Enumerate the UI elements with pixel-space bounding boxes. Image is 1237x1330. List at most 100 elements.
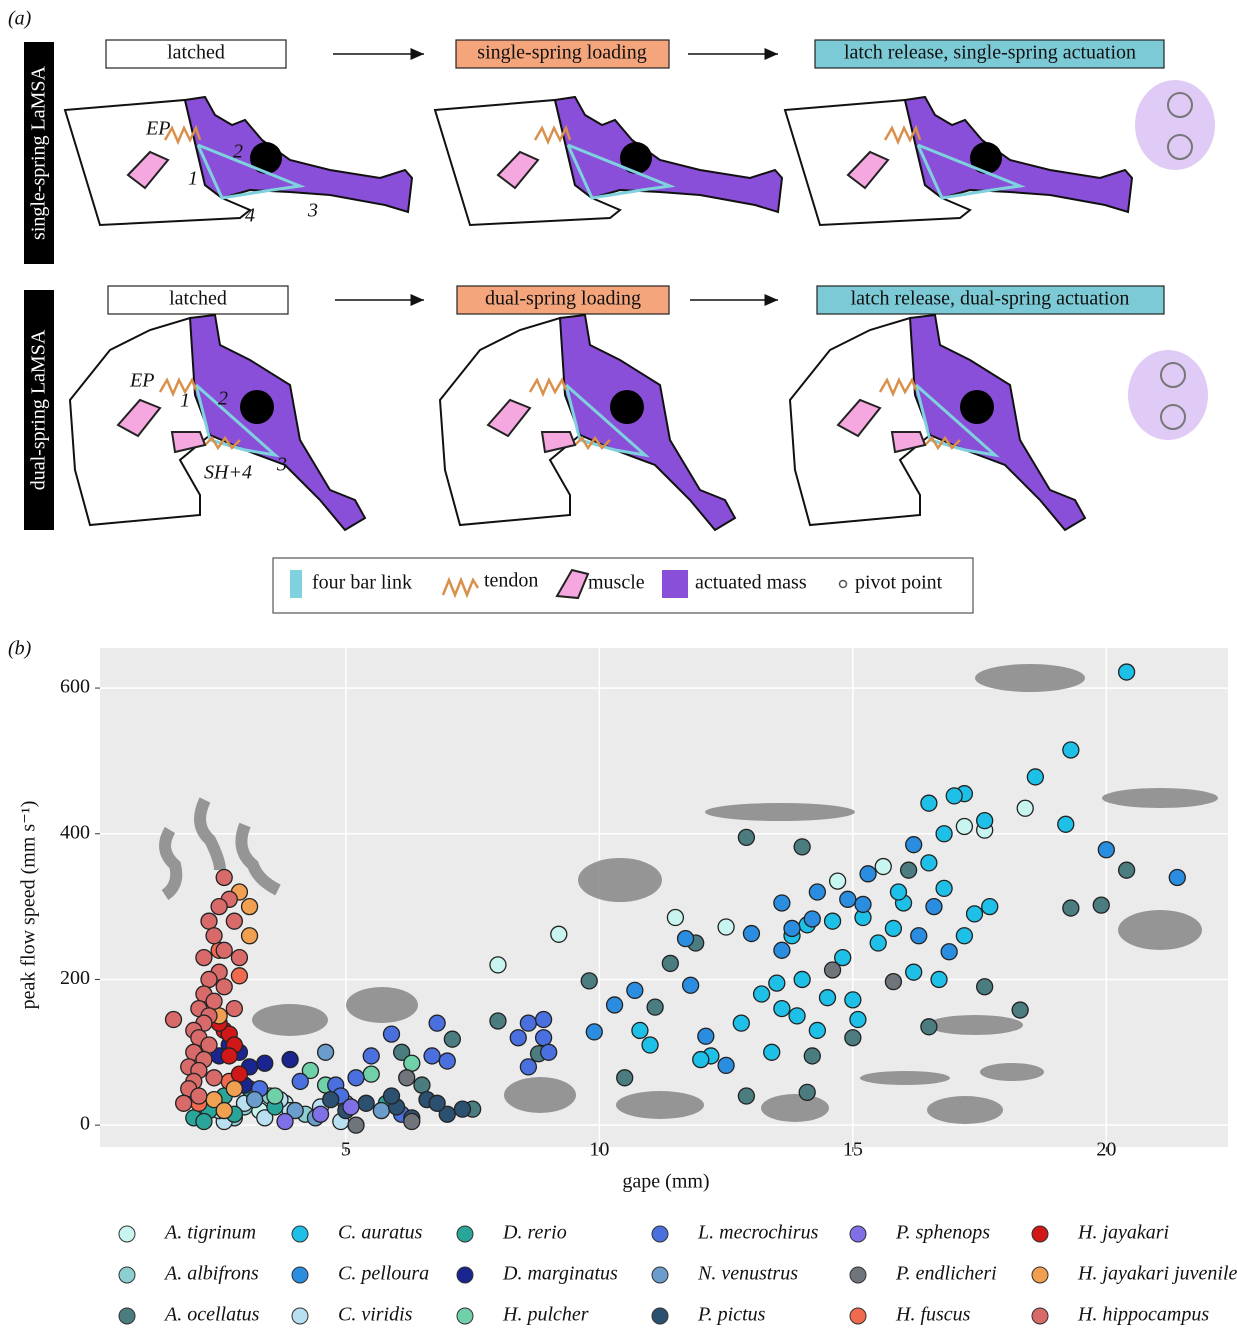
- step-label: latched: [167, 42, 225, 64]
- point: [632, 1022, 648, 1038]
- legend-swatch: [457, 1267, 473, 1283]
- point: [890, 884, 906, 900]
- point: [809, 1022, 825, 1038]
- y-tick-label: 0: [80, 1113, 90, 1135]
- point: [662, 955, 678, 971]
- point: [1017, 800, 1033, 816]
- annotation: 3: [307, 200, 318, 222]
- point: [1119, 862, 1135, 878]
- point: [804, 911, 820, 927]
- annotation: 2: [233, 141, 243, 163]
- legend-label: four bar link: [312, 572, 412, 594]
- legend-swatch: [290, 570, 302, 598]
- y-tick-label: 600: [60, 676, 90, 698]
- muscle: [172, 432, 205, 452]
- point: [667, 910, 683, 926]
- legend-label: C. auratus: [338, 1222, 423, 1244]
- point: [201, 1037, 217, 1053]
- point: [840, 891, 856, 907]
- point: [536, 1012, 552, 1028]
- point: [221, 1048, 237, 1064]
- silhouette: [927, 1096, 1003, 1124]
- legend-swatch: [292, 1226, 308, 1242]
- page: (a) single-spring LaMSA dual-spring LaMS…: [0, 0, 1237, 1330]
- point: [956, 928, 972, 944]
- eye: [240, 390, 274, 424]
- legend-label: C. pelloura: [338, 1263, 429, 1285]
- point: [414, 1077, 430, 1093]
- legend-label: muscle: [588, 572, 645, 594]
- point: [845, 1030, 861, 1046]
- point: [784, 920, 800, 936]
- point: [982, 899, 998, 915]
- legend-swatch: [119, 1226, 135, 1242]
- silhouette: [616, 1091, 704, 1119]
- point: [444, 1031, 460, 1047]
- point: [231, 950, 247, 966]
- legend-label: P. sphenops: [895, 1222, 990, 1244]
- head-diagram: [785, 97, 1132, 225]
- actuated-mass: [910, 315, 1085, 530]
- point: [693, 1052, 709, 1068]
- point: [318, 1044, 334, 1060]
- point: [769, 975, 785, 991]
- annotation: EP: [129, 370, 154, 392]
- point: [454, 1101, 470, 1117]
- legend-swatch: [457, 1226, 473, 1242]
- point: [911, 928, 927, 944]
- point: [581, 973, 597, 989]
- point: [830, 873, 846, 889]
- point: [1169, 869, 1185, 885]
- legend-label: P. endlicheri: [895, 1263, 997, 1285]
- point: [358, 1095, 374, 1111]
- point: [226, 1081, 242, 1097]
- point: [819, 990, 835, 1006]
- legend-swatch: [1032, 1226, 1048, 1242]
- point: [206, 928, 222, 944]
- point: [946, 788, 962, 804]
- point: [404, 1114, 420, 1130]
- point: [399, 1070, 415, 1086]
- point: [267, 1088, 283, 1104]
- point: [216, 869, 232, 885]
- point: [607, 997, 623, 1013]
- point: [520, 1059, 536, 1075]
- legend-swatch: [652, 1308, 668, 1324]
- point: [738, 1088, 754, 1104]
- point: [429, 1015, 445, 1031]
- point: [774, 895, 790, 911]
- legend-label: P. pictus: [697, 1304, 766, 1326]
- point: [282, 1052, 298, 1068]
- point: [216, 1103, 232, 1119]
- eye: [960, 390, 994, 424]
- legend-swatch: [662, 570, 688, 598]
- point: [191, 1088, 207, 1104]
- point: [429, 1095, 445, 1111]
- legend-label: H. pulcher: [502, 1304, 589, 1326]
- point: [348, 1070, 364, 1086]
- step-label: latched: [169, 288, 227, 310]
- silhouette: [252, 1004, 328, 1036]
- legend-swatch: [1032, 1267, 1048, 1283]
- point: [825, 962, 841, 978]
- point: [247, 1092, 263, 1108]
- legend-swatch: [119, 1267, 135, 1283]
- point: [845, 992, 861, 1008]
- point: [1098, 842, 1114, 858]
- x-tick-label: 20: [1096, 1139, 1116, 1161]
- step-label: dual-spring loading: [485, 288, 641, 310]
- annotation: 1: [180, 390, 190, 412]
- point: [231, 968, 247, 984]
- point: [936, 880, 952, 896]
- point: [921, 1019, 937, 1035]
- point: [201, 971, 217, 987]
- point: [809, 884, 825, 900]
- point: [804, 1048, 820, 1064]
- point: [956, 818, 972, 834]
- silhouette: [975, 664, 1085, 692]
- muscle: [892, 432, 925, 452]
- point: [774, 942, 790, 958]
- point: [885, 974, 901, 990]
- silhouette: [346, 987, 418, 1023]
- point: [216, 942, 232, 958]
